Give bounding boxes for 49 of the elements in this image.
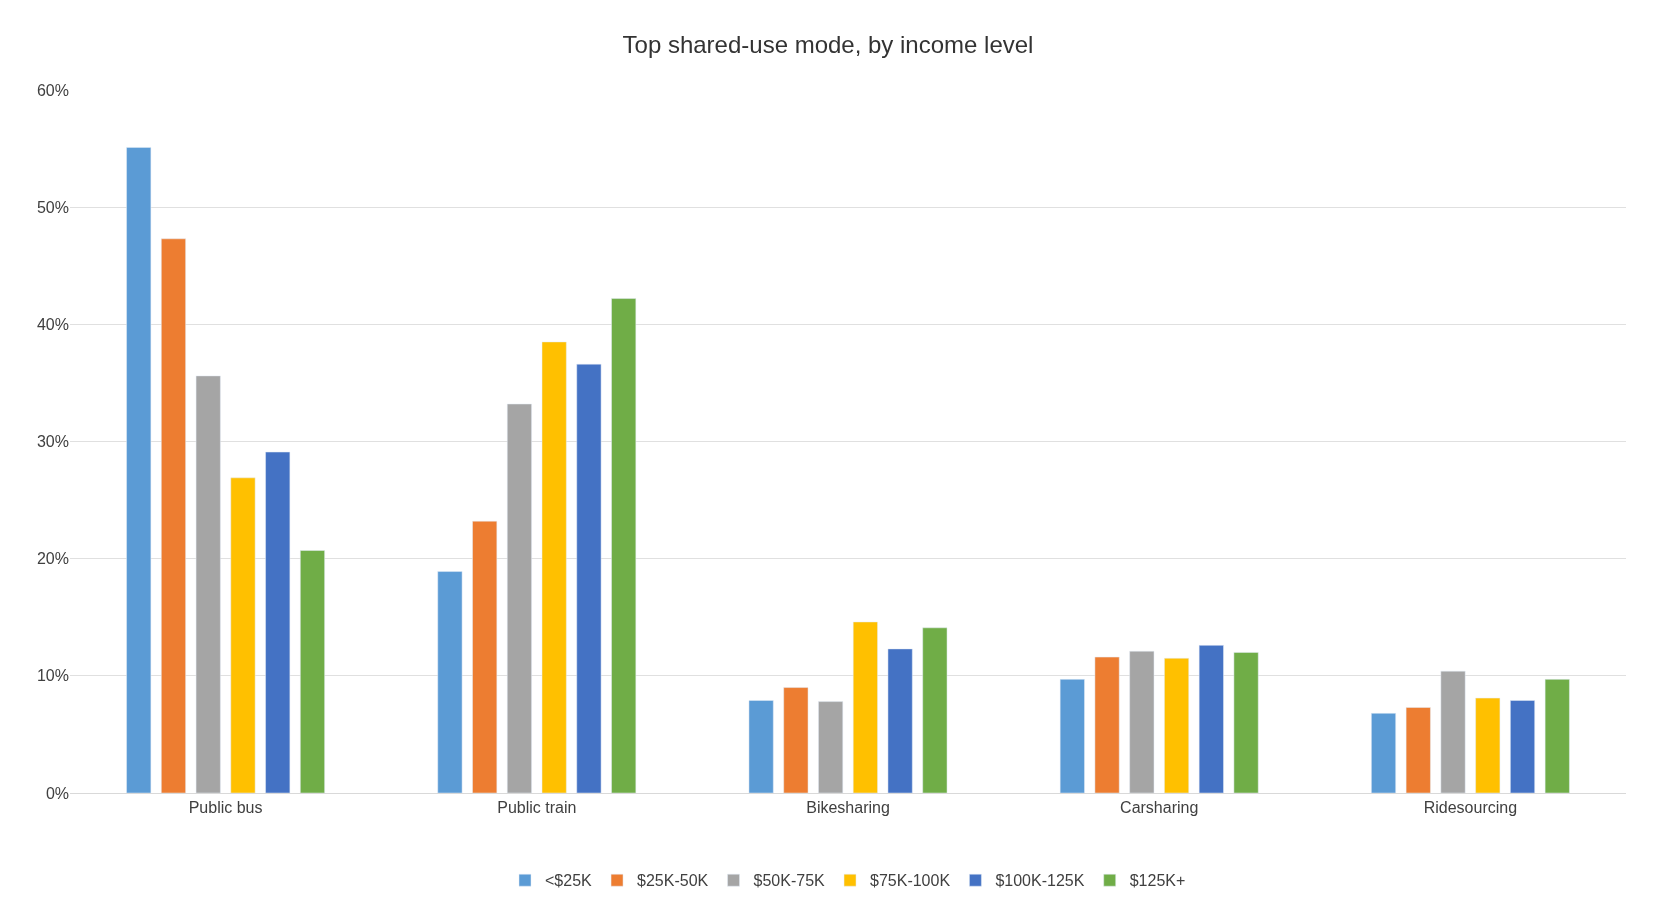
chart-title: Top shared-use mode, by income level (622, 31, 1034, 59)
bar (1544, 679, 1570, 793)
y-tick-label: 30% (36, 433, 69, 451)
bar (611, 298, 637, 793)
x-tick-label: Bikesharing (806, 799, 890, 817)
bar (1059, 679, 1085, 793)
x-tick-label: Public bus (188, 799, 263, 817)
bar (1233, 652, 1259, 793)
bar (472, 520, 498, 793)
bar (576, 363, 602, 793)
legend-label: <$25K (545, 872, 593, 890)
bar (887, 648, 913, 793)
bar (195, 375, 221, 793)
x-tick-label: Ridesourcing (1423, 799, 1518, 817)
bar (783, 687, 809, 793)
y-tick-label: 60% (36, 81, 69, 99)
bar (1510, 700, 1535, 793)
bar (1475, 697, 1501, 793)
bar (1094, 656, 1120, 793)
legend-label: $50K-75K (753, 872, 826, 890)
legend-label: $125K+ (1129, 872, 1186, 890)
bar (265, 451, 291, 793)
y-tick-label: 50% (36, 198, 69, 216)
x-tick-label: Public train (497, 799, 577, 817)
bar (437, 571, 463, 793)
legend-label: $100K-125K (995, 872, 1085, 890)
bar (126, 147, 152, 793)
bar (1164, 658, 1189, 793)
bar (1371, 713, 1396, 793)
bar (1405, 707, 1431, 793)
x-tick-label: Carsharing (1120, 799, 1199, 817)
bar (1198, 645, 1224, 793)
bar (230, 477, 256, 793)
y-tick-label: 0% (45, 784, 69, 802)
legend-label: $75K-100K (870, 872, 951, 890)
bar (1440, 670, 1466, 793)
bar (1129, 650, 1155, 793)
bar (541, 341, 567, 793)
y-tick-label: 40% (36, 315, 69, 333)
bar (818, 701, 844, 793)
y-tick-label: 10% (36, 667, 69, 685)
bar (300, 550, 325, 793)
bar (161, 238, 186, 793)
y-tick-label: 20% (36, 550, 69, 568)
legend-label: $25K-50K (637, 872, 709, 890)
bar (748, 700, 774, 793)
bar (507, 403, 532, 793)
bar (852, 621, 878, 793)
bar (922, 627, 948, 793)
